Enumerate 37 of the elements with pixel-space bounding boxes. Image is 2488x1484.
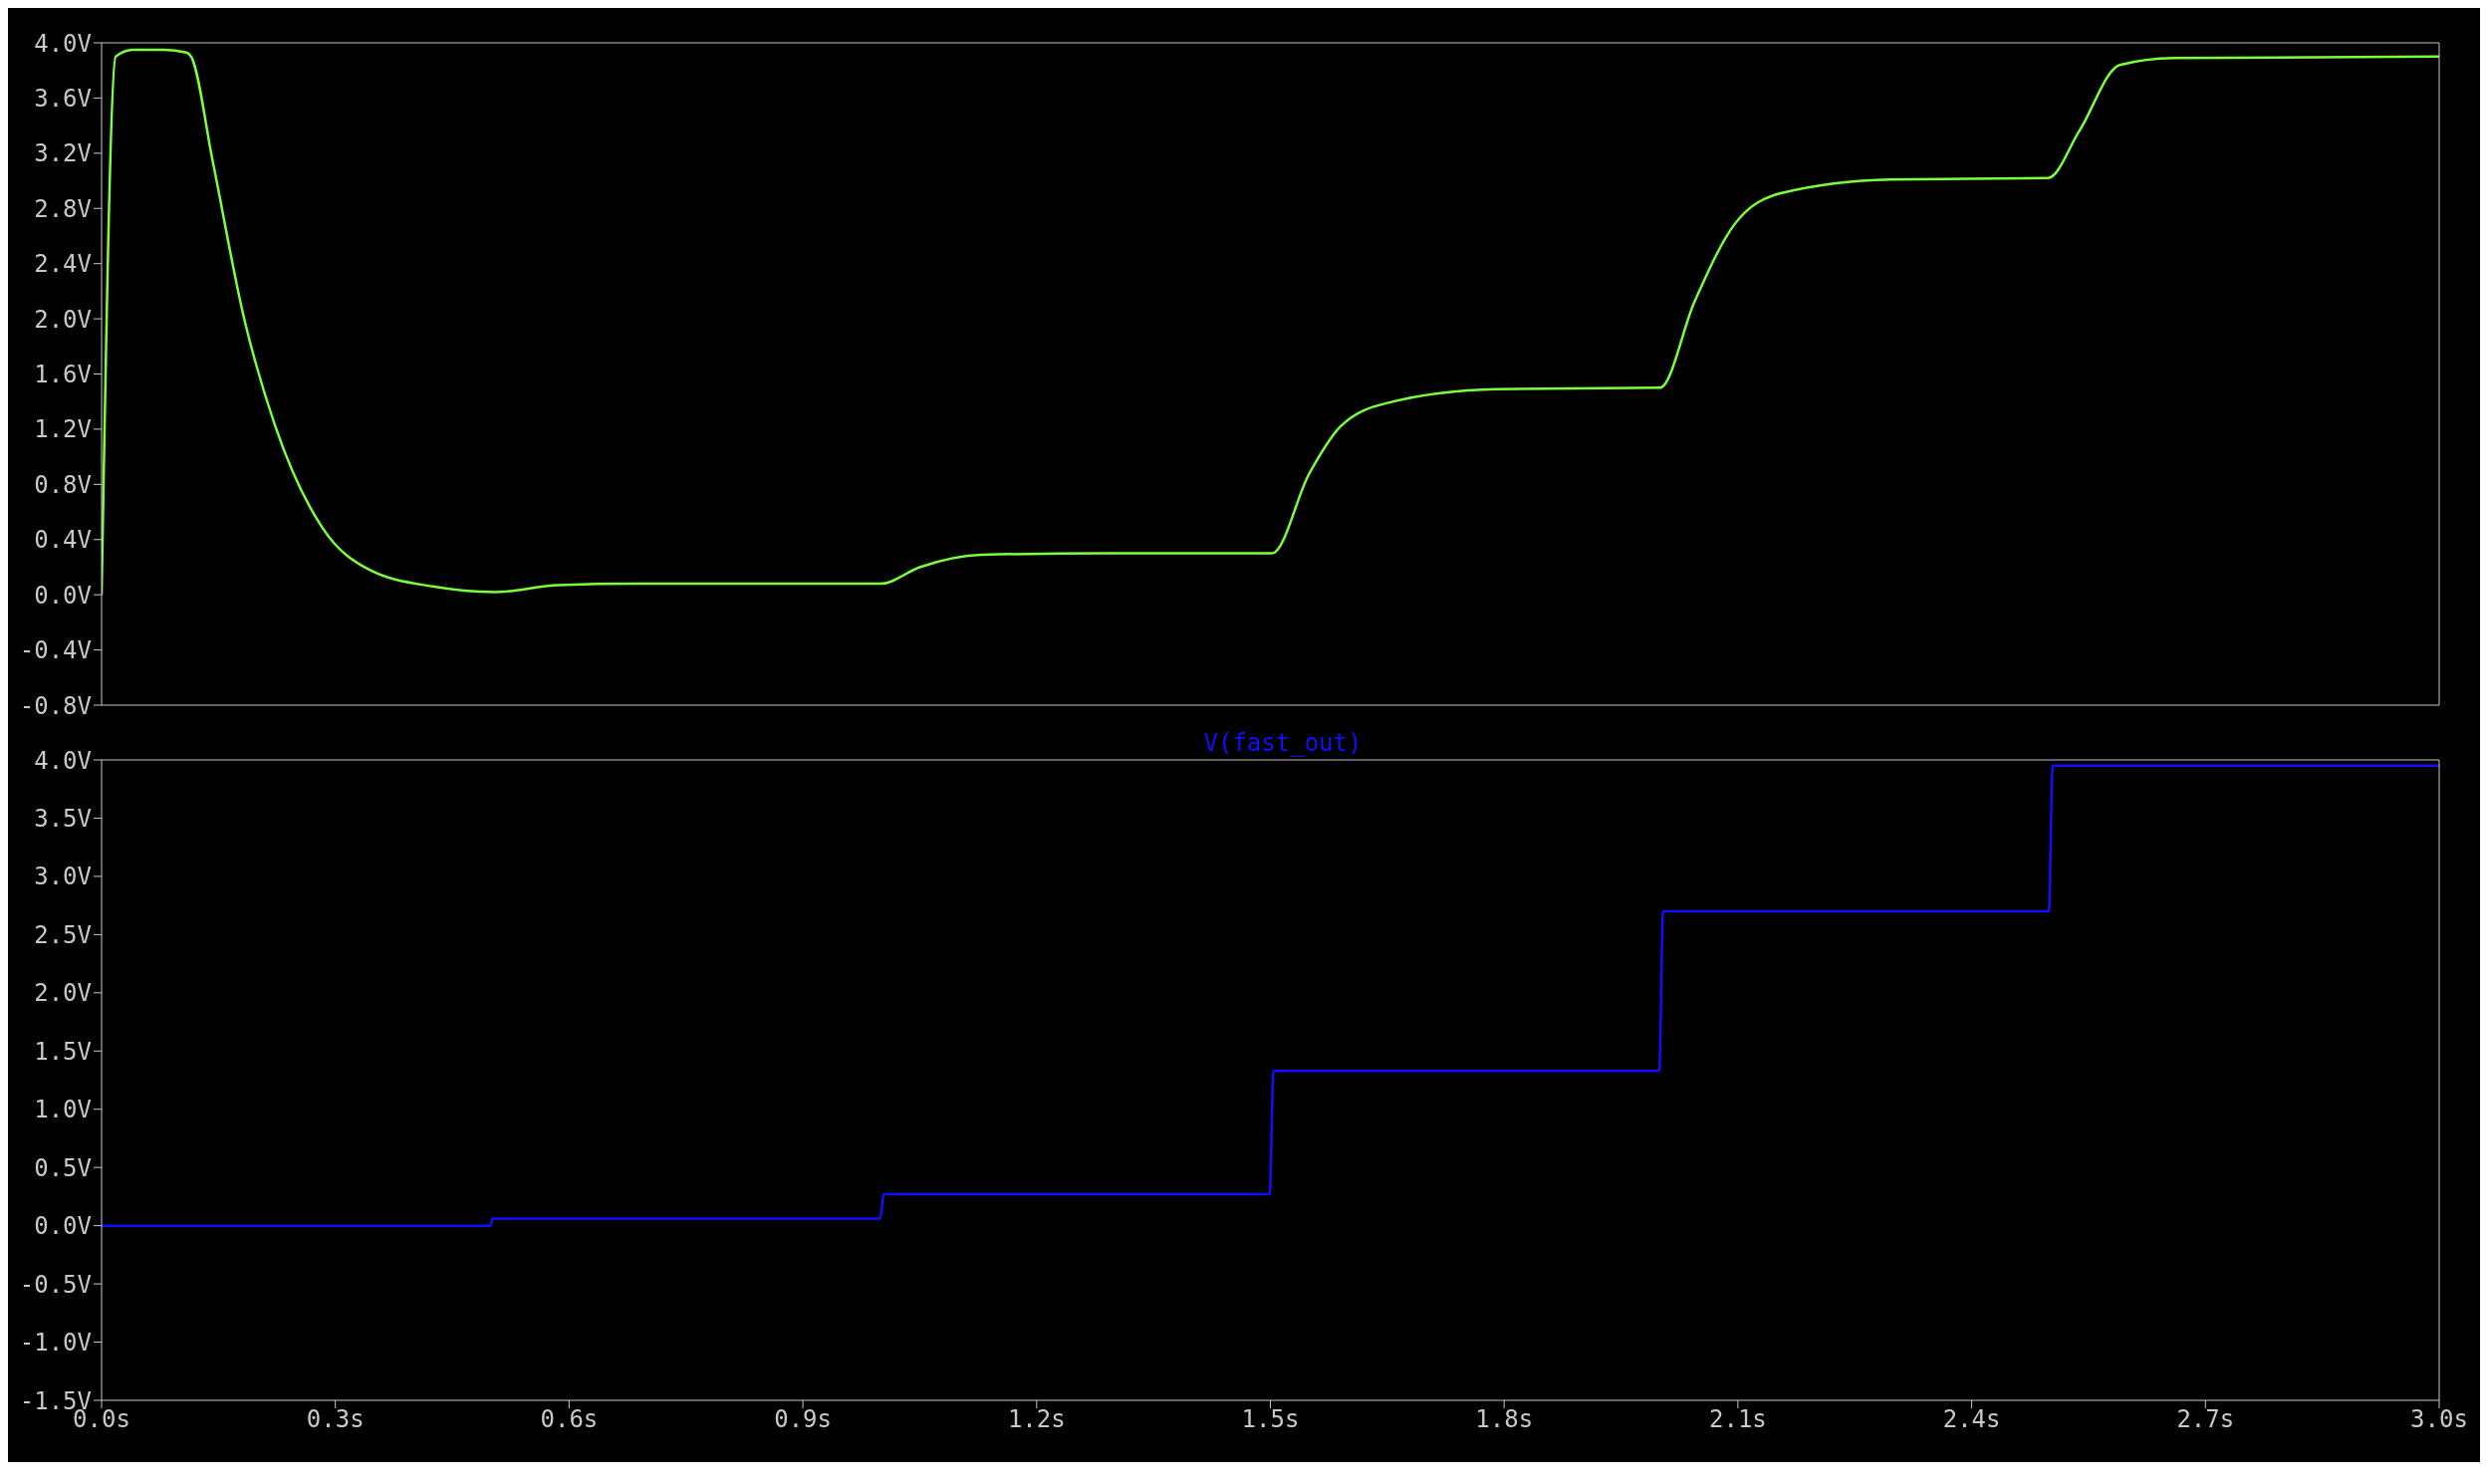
y-tick-label: 0.0V (34, 581, 92, 610)
y-tick-label: 4.0V (34, 29, 92, 58)
y-tick-label: -1.0V (19, 1329, 92, 1358)
x-tick-label: 1.2s (1007, 1405, 1066, 1434)
y-tick-label: 4.0V (34, 746, 92, 775)
x-tick-label: 0.3s (306, 1405, 365, 1434)
y-tick-label: 2.0V (34, 305, 92, 334)
x-tick-label: 1.8s (1475, 1405, 1534, 1434)
y-tick-label: 1.5V (34, 1037, 92, 1066)
x-tick-label: 3.0s (2410, 1405, 2468, 1434)
x-tick-label: 1.5s (1241, 1405, 1300, 1434)
y-tick-label: 3.0V (34, 863, 92, 891)
y-tick-label: 2.8V (34, 194, 92, 223)
y-tick-label: 1.6V (34, 361, 92, 389)
x-tick-label: 0.9s (774, 1405, 832, 1434)
y-tick-label: 2.4V (34, 250, 92, 279)
x-tick-label: 2.1s (1709, 1405, 1767, 1434)
y-tick-label: 3.5V (34, 804, 92, 833)
y-tick-label: -0.8V (19, 691, 92, 720)
line-series (102, 48, 2439, 597)
x-tick-label: 0.6s (540, 1405, 599, 1434)
y-tick-label: 3.6V (34, 84, 92, 113)
line-series (102, 764, 2439, 1227)
y-tick-label: -0.4V (19, 636, 92, 665)
y-tick-label: 1.2V (34, 415, 92, 444)
y-tick-label: 0.5V (34, 1153, 92, 1182)
y-tick-label: 1.0V (34, 1096, 92, 1124)
y-tick-label: 0.8V (34, 470, 92, 499)
y-tick-label: 0.4V (34, 526, 92, 555)
chart-title: V(fast_out) (1202, 729, 1364, 757)
y-tick-label: 2.0V (34, 979, 92, 1008)
x-tick-label: 2.7s (2176, 1405, 2235, 1434)
x-tick-label: 2.4s (1942, 1405, 2001, 1434)
y-tick-label: 3.2V (34, 139, 92, 168)
y-tick-label: 2.5V (34, 920, 92, 949)
y-tick-label: 0.0V (34, 1212, 92, 1241)
y-tick-label: -0.5V (19, 1270, 92, 1299)
